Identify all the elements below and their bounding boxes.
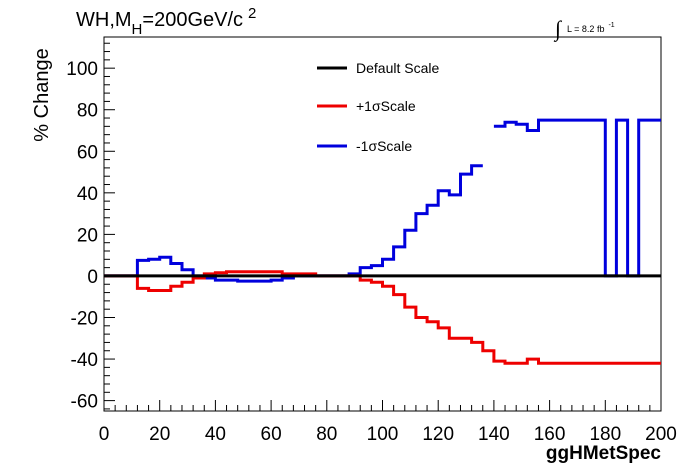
- axis-ticks: [103, 42, 662, 411]
- x-tick-label: 60: [261, 424, 282, 445]
- x-tick-label: 140: [478, 424, 510, 445]
- y-tick-label: -20: [71, 309, 98, 330]
- legend-label-2: -1σScale: [356, 138, 412, 154]
- x-tick-label: 120: [422, 424, 454, 445]
- x-tick-label: 200: [645, 424, 677, 445]
- legend-label-0: Default Scale: [356, 60, 439, 76]
- y-tick-label: 100: [66, 59, 98, 80]
- y-tick-label: -60: [71, 392, 98, 413]
- lumi-sup: -1: [608, 22, 614, 29]
- y-tick-label: 80: [77, 101, 98, 122]
- chart-title: WH,MH=200GeV/c 2: [76, 5, 256, 38]
- lumi-label: L = 8.2 fb -1: [567, 22, 615, 34]
- legend: Default Scale +1σScale -1σScale: [317, 60, 439, 154]
- title-sup: 2: [248, 5, 256, 22]
- x-tick-label: 80: [316, 424, 337, 445]
- plot-frame: [103, 36, 662, 412]
- y-tick-label: -40: [71, 350, 98, 371]
- y-tick-label: 40: [77, 184, 98, 205]
- x-tick-label: 20: [149, 424, 170, 445]
- x-tick-label: 0: [99, 424, 110, 445]
- title-main: WH,M: [76, 9, 132, 31]
- lumi-integral: ∫: [553, 16, 563, 42]
- axis-tick-labels: 0 20 40 60 80 100 120 140 160 180 200 -60 -40 -20 0 20 4…: [66, 59, 677, 445]
- x-tick-label: 100: [367, 424, 399, 445]
- y-tick-label: 60: [77, 142, 98, 163]
- series-line-1: [104, 270, 661, 365]
- series-lines: [104, 118, 661, 365]
- title-rest: =200GeV/c: [142, 9, 243, 31]
- x-axis-title: ggHMetSpec: [546, 443, 662, 464]
- x-tick-label: 160: [534, 424, 566, 445]
- y-tick-label: 0: [87, 267, 98, 288]
- lumi-text: L = 8.2 fb: [567, 24, 604, 34]
- x-tick-label: 180: [589, 424, 621, 445]
- x-tick-label: 40: [205, 424, 226, 445]
- y-tick-label: 20: [77, 225, 98, 246]
- y-axis-title: % Change: [31, 48, 53, 141]
- legend-label-1: +1σScale: [356, 98, 416, 114]
- title-sub: H: [132, 21, 143, 38]
